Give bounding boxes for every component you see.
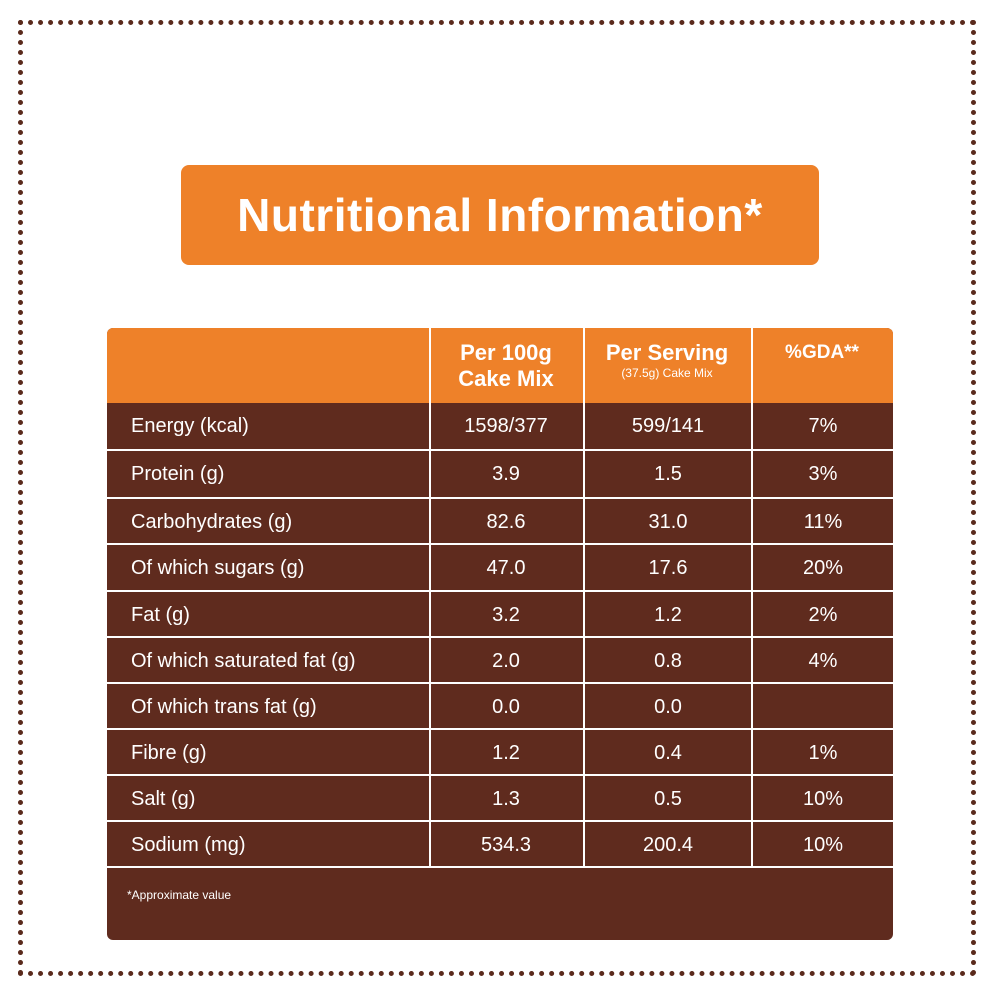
row-divider [107, 449, 893, 451]
gda-value: 10% [802, 834, 844, 856]
per-100g-value: 2.0 [492, 650, 520, 672]
gda-value: 3% [808, 463, 838, 485]
per-serving-value: 1.2 [654, 604, 682, 626]
gda-value: 11% [803, 511, 843, 533]
row-divider [107, 682, 893, 684]
table-row: Of which sugars (g) 47.0 17.6 20% [107, 545, 893, 591]
row-divider [107, 543, 893, 545]
header-gda: %GDA** [751, 328, 893, 403]
row-label: Salt (g) [131, 788, 196, 810]
per-100g-value: 82.6 [486, 511, 526, 533]
header-per-100g: Per 100g Cake Mix [429, 328, 583, 403]
footnote: *Approximate value [127, 888, 232, 902]
row-label: Sodium (mg) [131, 834, 246, 856]
column-divider [429, 328, 431, 868]
per-100g-value: 3.9 [492, 463, 520, 485]
row-label: Of which trans fat (g) [131, 696, 317, 718]
gda-value: 2% [808, 604, 838, 626]
column-divider [583, 328, 585, 868]
row-divider [107, 774, 893, 776]
row-divider [107, 497, 893, 499]
gda-value: 4% [808, 650, 838, 672]
per-100g-value: 1.2 [492, 742, 520, 764]
column-divider [751, 328, 753, 868]
header-per-serving-sub: (37.5g) Cake Mix [621, 366, 713, 380]
table-row: Fat (g) 3.2 1.2 2% [107, 592, 893, 638]
table-row: Energy (kcal) 1598/377 599/141 7% [107, 403, 893, 449]
per-serving-value: 0.5 [654, 788, 682, 810]
gda-value: 10% [802, 788, 844, 810]
row-divider [107, 866, 893, 868]
per-100g-value: 534.3 [480, 834, 532, 856]
per-100g-value: 47.0 [486, 557, 526, 579]
row-divider [107, 636, 893, 638]
per-100g-value: 0.0 [492, 696, 520, 718]
row-label: Of which sugars (g) [131, 557, 305, 579]
per-100g-value: 3.2 [492, 604, 520, 626]
title-banner: Nutritional Information* [181, 165, 819, 265]
per-serving-value: 0.8 [654, 650, 682, 672]
row-label: Energy (kcal) [131, 415, 249, 437]
per-serving-value: 599/141 [631, 415, 705, 437]
table-row: Carbohydrates (g) 82.6 31.0 11% [107, 499, 893, 545]
table-row: Salt (g) 1.3 0.5 10% [107, 776, 893, 822]
header-per-100g-sub: Cake Mix [458, 366, 554, 391]
per-serving-value: 17.6 [648, 557, 688, 579]
per-100g-value: 1598/377 [464, 415, 548, 437]
gda-value [753, 684, 893, 730]
nutrition-table: Per 100g Cake Mix Per Serving (37.5g) Ca… [107, 328, 893, 940]
row-label: Protein (g) [131, 463, 225, 485]
gda-value: 1% [808, 742, 838, 764]
per-serving-value: 0.0 [654, 696, 682, 718]
per-serving-value: 200.4 [642, 834, 694, 856]
page-title: Nutritional Information* [237, 189, 763, 241]
per-serving-value: 31.0 [648, 511, 688, 533]
table-row: Of which saturated fat (g) 2.0 0.8 4% [107, 638, 893, 684]
header-per-serving-main: Per Serving [605, 340, 729, 365]
gda-value: 20% [802, 557, 844, 579]
row-label: Of which saturated fat (g) [131, 650, 356, 672]
header-per-100g-main: Per 100g [460, 340, 552, 365]
table-row: Of which trans fat (g) 0.0 0.0 [107, 684, 893, 730]
row-label: Carbohydrates (g) [131, 511, 293, 533]
row-label: Fat (g) [131, 604, 190, 626]
header-per-serving: Per Serving (37.5g) Cake Mix [583, 328, 751, 403]
table-header-row: Per 100g Cake Mix Per Serving (37.5g) Ca… [107, 328, 893, 403]
per-100g-value: 1.3 [492, 788, 520, 810]
per-serving-value: 1.5 [654, 463, 682, 485]
table-row: Sodium (mg) 534.3 200.4 10% [107, 822, 893, 868]
table-row: Fibre (g) 1.2 0.4 1% [107, 730, 893, 776]
dotted-border-frame [18, 20, 976, 976]
header-gda-main: %GDA** [785, 342, 859, 363]
per-serving-value: 0.4 [654, 742, 682, 764]
row-divider [107, 590, 893, 592]
row-label: Fibre (g) [131, 742, 207, 764]
row-divider [107, 728, 893, 730]
table-row: Protein (g) 3.9 1.5 3% [107, 451, 893, 497]
row-divider [107, 820, 893, 822]
gda-value: 7% [808, 415, 838, 437]
